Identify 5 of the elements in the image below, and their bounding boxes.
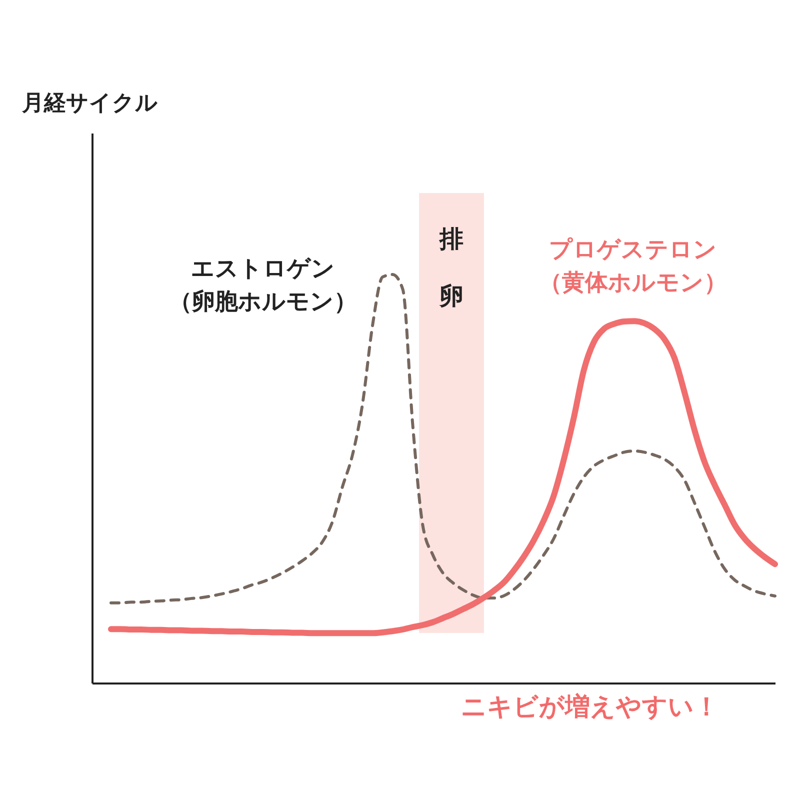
text: ニキビが増えやすい！	[461, 692, 719, 721]
chart-title: 月経サイクル	[21, 91, 158, 116]
text: 排卵	[440, 225, 464, 310]
text: プロゲステロン（黄体ホルモン）	[539, 237, 727, 296]
series-label: エストロゲン（卵胞ホルモン）	[169, 256, 357, 315]
